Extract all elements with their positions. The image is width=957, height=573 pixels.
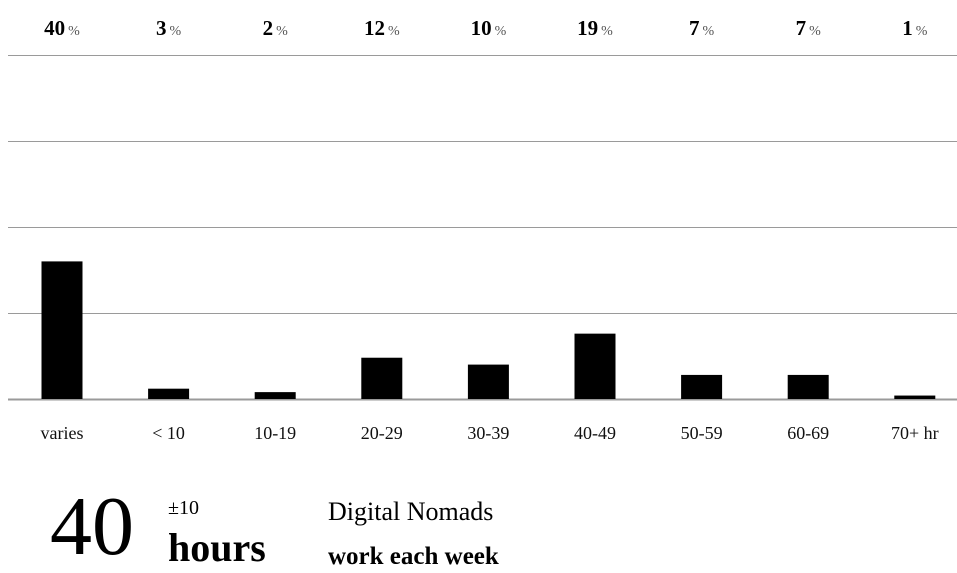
category-label: 50-59 — [681, 423, 723, 443]
value-label: 2% — [263, 16, 289, 40]
value-label: 10% — [471, 16, 507, 40]
value-label: 7% — [689, 16, 715, 40]
value-number: 1 — [902, 16, 913, 40]
value-unit: % — [276, 24, 288, 39]
hours-unit: hours — [168, 525, 266, 570]
category-label: 20-29 — [361, 423, 403, 443]
bar — [361, 357, 403, 399]
value-labels: 40% 3% 2% 12% 10% 19% 7% 7% 1% — [44, 16, 928, 40]
value-number: 19 — [577, 16, 598, 40]
value-label: 1% — [902, 16, 928, 40]
bar — [894, 395, 936, 399]
value-unit: % — [68, 24, 80, 39]
summary-subject: Digital Nomads — [328, 497, 494, 526]
value-number: 10 — [471, 16, 492, 40]
value-unit: % — [809, 24, 821, 39]
value-label: 3% — [156, 16, 182, 40]
summary-predicate: work each week — [328, 543, 499, 570]
value-number: 7 — [796, 16, 807, 40]
bars — [41, 261, 936, 399]
plus-minus-range: ±10 — [168, 497, 199, 519]
bar — [574, 333, 616, 399]
gridlines — [8, 55, 957, 401]
category-label: varies — [41, 423, 84, 443]
value-number: 2 — [263, 16, 274, 40]
bar — [787, 374, 829, 399]
category-label: 70+ hr — [891, 423, 939, 443]
category-label: 40-49 — [574, 423, 616, 443]
bar — [681, 374, 723, 399]
category-label: 60-69 — [787, 423, 829, 443]
bar — [148, 388, 190, 399]
category-label: 10-19 — [254, 423, 296, 443]
category-labels: varies < 10 10-19 20-29 30-39 40-49 50-59 60-69… — [41, 423, 939, 443]
value-label: 40% — [44, 16, 80, 40]
value-unit: % — [601, 24, 613, 39]
value-unit: % — [703, 24, 715, 39]
bar — [41, 261, 83, 399]
value-unit: % — [916, 24, 928, 39]
category-label: < 10 — [152, 423, 185, 443]
hours-value: 40 — [50, 480, 134, 573]
bar — [254, 392, 296, 399]
value-number: 7 — [689, 16, 700, 40]
value-label: 7% — [796, 16, 822, 40]
value-unit: % — [495, 24, 507, 39]
bar — [467, 364, 509, 399]
value-label: 19% — [577, 16, 613, 40]
value-unit: % — [388, 24, 400, 39]
value-label: 12% — [364, 16, 400, 40]
value-number: 3 — [156, 16, 167, 40]
value-number: 40 — [44, 16, 65, 40]
bar-chart: 40% 3% 2% 12% 10% 19% 7% 7% 1% varies < 10 10-19 20… — [8, 16, 957, 443]
value-number: 12 — [364, 16, 385, 40]
value-unit: % — [170, 24, 182, 39]
category-label: 30-39 — [467, 423, 509, 443]
